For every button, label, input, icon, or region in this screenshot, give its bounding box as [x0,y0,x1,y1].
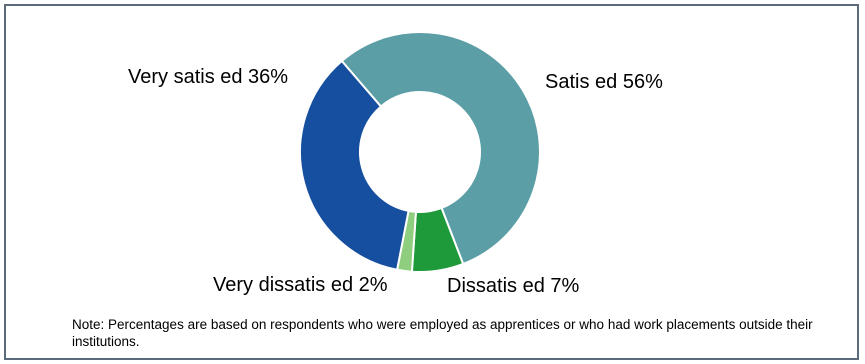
label-dissatisfied: Dissatis ed 7% [447,275,579,297]
label-satisfied: Satis ed 56% [545,71,663,93]
chart-note: Note: Percentages are based on responden… [72,317,813,349]
donut-hole [360,92,480,212]
donut-slices [299,31,541,273]
label-very-satisfied: Very satis ed 36% [128,66,288,88]
label-very-dissatisfied: Very dissatis ed 2% [213,274,388,296]
